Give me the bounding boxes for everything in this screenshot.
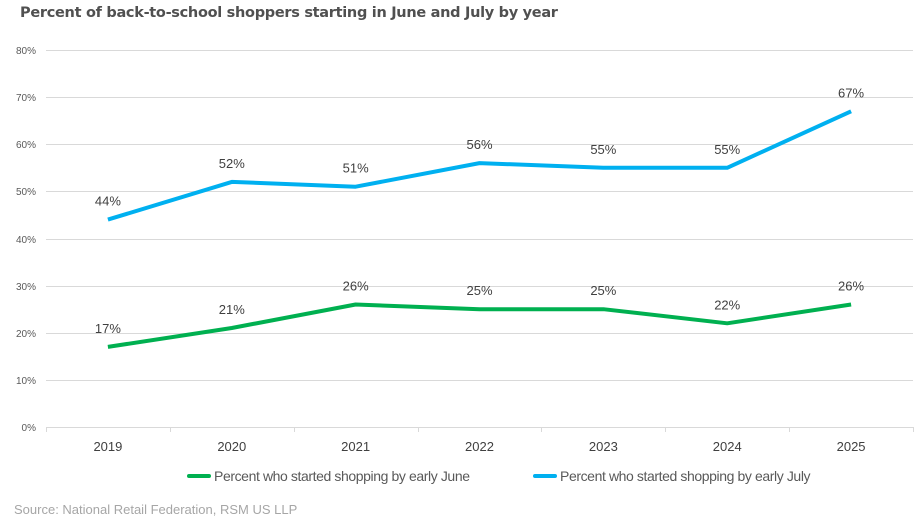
data-labels: 17% 21% 26% 25% 25% 22% 26% 44% 52% 51% 56% 55% 55% 6… <box>95 85 865 336</box>
chart-title: Percent of back-to-school shoppers start… <box>20 5 558 21</box>
y-tick-label: 10% <box>16 376 36 387</box>
data-label: 67% <box>838 85 864 100</box>
data-label: 25% <box>590 283 616 298</box>
data-label: 56% <box>466 137 492 152</box>
data-label: 22% <box>714 297 740 312</box>
data-label: 44% <box>95 194 121 209</box>
x-tick-label: 2022 <box>465 439 494 454</box>
data-label: 55% <box>590 142 616 157</box>
data-label: 26% <box>343 278 369 293</box>
data-label: 21% <box>219 302 245 317</box>
x-tick-label: 2025 <box>837 439 866 454</box>
gridlines <box>46 50 913 428</box>
y-tick-label: 20% <box>16 329 36 340</box>
y-tick-label: 80% <box>16 46 36 57</box>
legend-label-july: Percent who started shopping by early Ju… <box>560 468 811 484</box>
data-label: 25% <box>466 283 492 298</box>
y-axis-ticks: 0% 10% 20% 30% 40% 50% 60% 70% 80% <box>16 46 36 434</box>
series-line-0 <box>107 302 852 349</box>
x-tick-label: 2021 <box>341 439 370 454</box>
legend-swatch-june <box>187 474 211 478</box>
data-label: 51% <box>343 161 369 176</box>
legend-label-june: Percent who started shopping by early Ju… <box>214 468 470 484</box>
x-axis: 2019 2020 2021 2022 2023 2024 2025 <box>46 427 914 454</box>
y-tick-label: 70% <box>16 93 36 104</box>
y-tick-label: 30% <box>16 282 36 293</box>
legend-swatch-july <box>533 474 557 478</box>
data-label: 55% <box>714 142 740 157</box>
y-tick-label: 0% <box>22 423 37 434</box>
series-lines <box>107 109 852 349</box>
data-label: 26% <box>838 278 864 293</box>
data-label: 52% <box>219 156 245 171</box>
y-tick-label: 50% <box>16 187 36 198</box>
x-tick-label: 2024 <box>713 439 742 454</box>
legend-item-july: Percent who started shopping by early Ju… <box>533 468 811 484</box>
legend: Percent who started shopping by early Ju… <box>0 468 923 488</box>
x-tick-label: 2019 <box>93 439 122 454</box>
y-tick-label: 60% <box>16 140 36 151</box>
y-tick-label: 40% <box>16 235 36 246</box>
source-note: Source: National Retail Federation, RSM … <box>14 502 298 517</box>
legend-item-june: Percent who started shopping by early Ju… <box>187 468 470 484</box>
x-tick-label: 2023 <box>589 439 618 454</box>
data-label: 17% <box>95 321 121 336</box>
x-tick-label: 2020 <box>217 439 246 454</box>
